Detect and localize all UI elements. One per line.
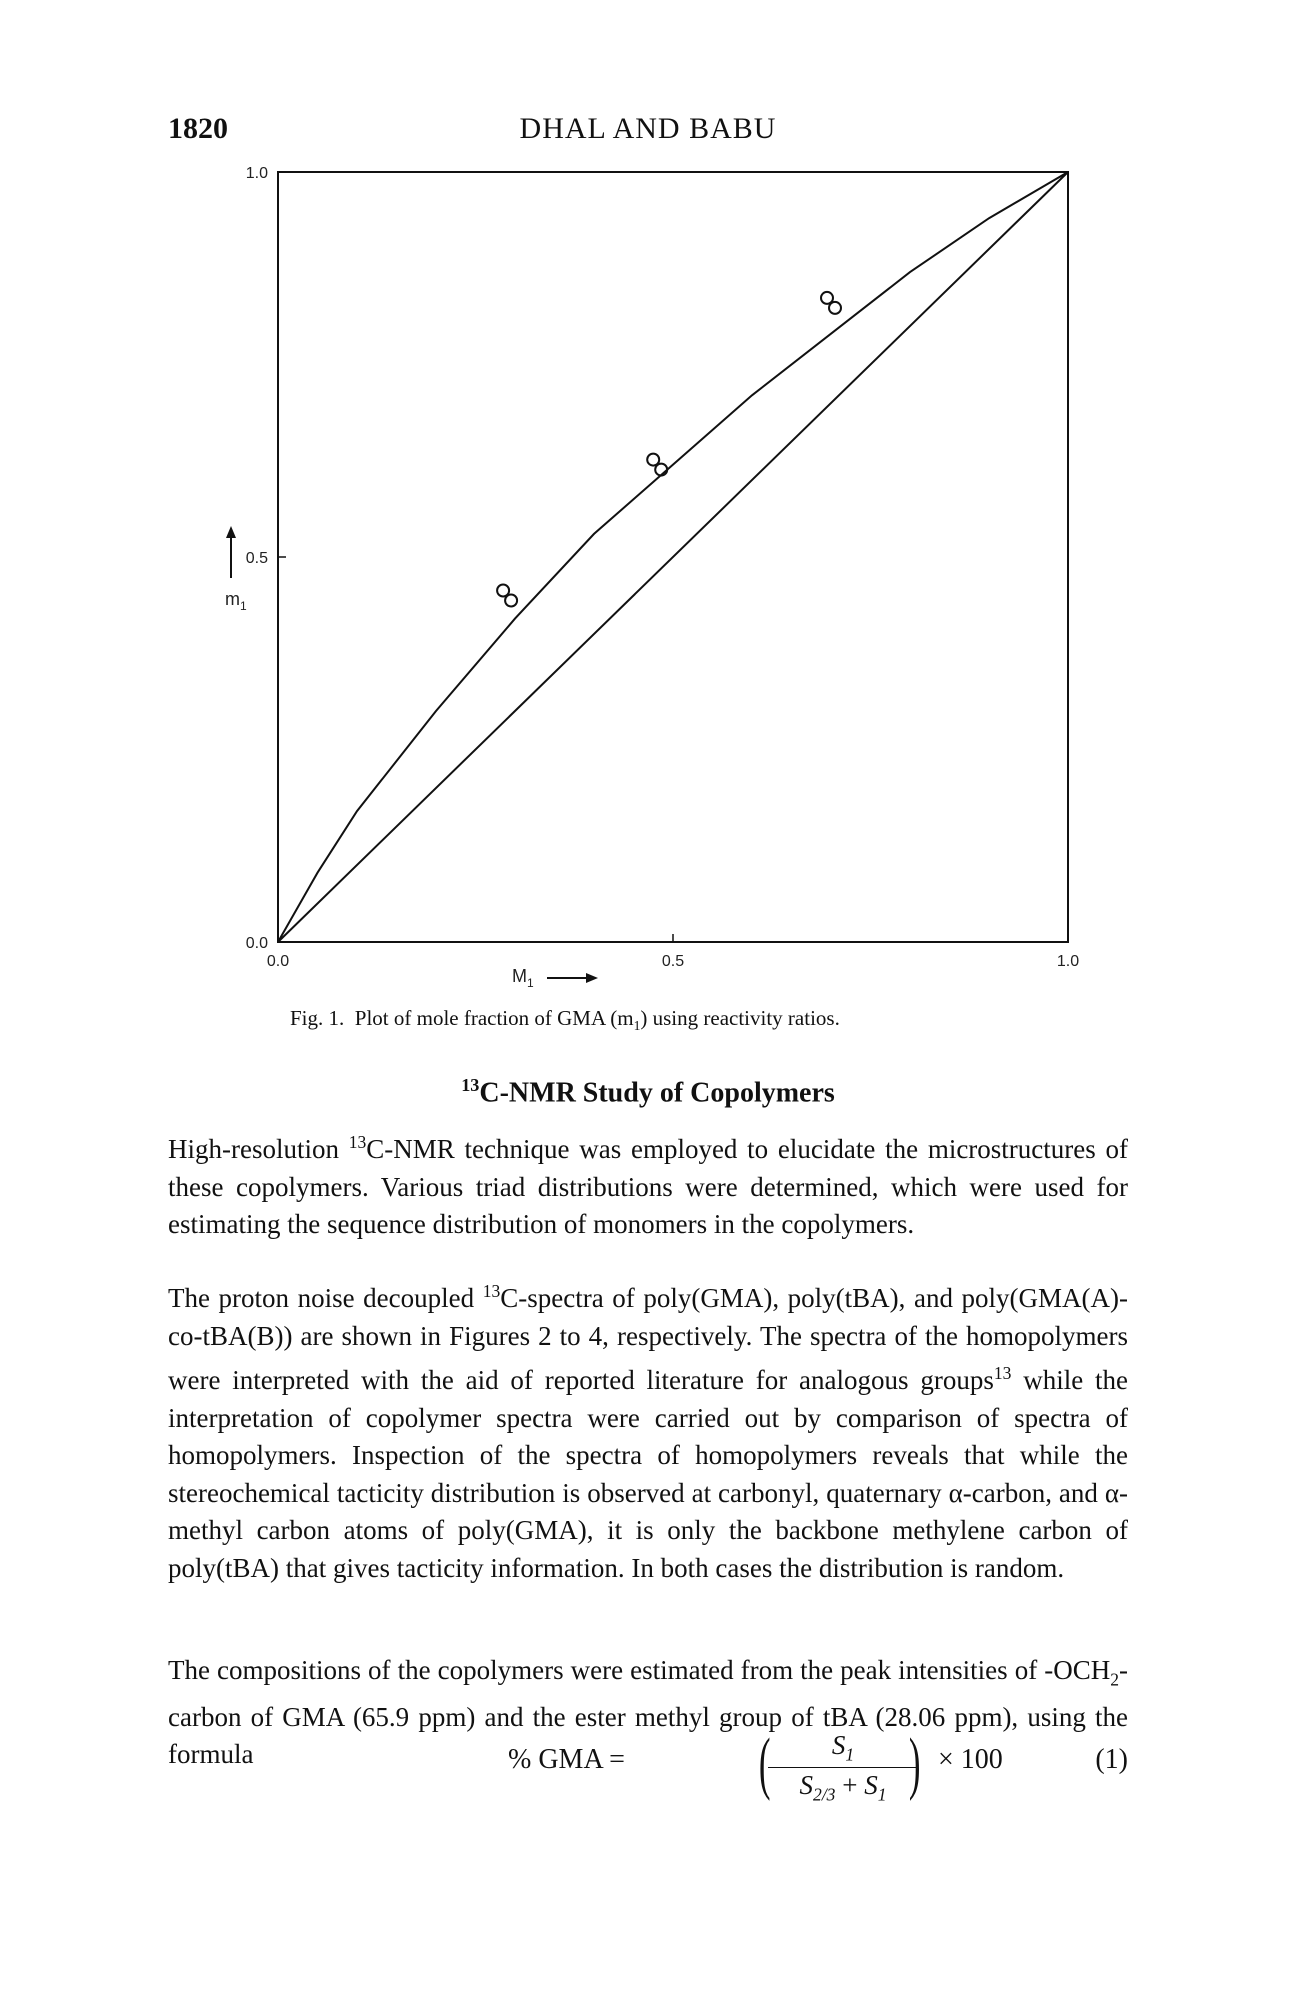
paragraph-2: The proton noise decoupled 13C-spectra o… (168, 1273, 1128, 1587)
den-plus: + (835, 1770, 865, 1801)
x-axis-arrowhead (586, 973, 598, 983)
data-point-marker-upper (820, 290, 834, 305)
den-a-sub: 2/3 (813, 1784, 836, 1805)
equation-left-paren: ( (758, 1725, 771, 1802)
x-tick-label: 1.0 (1057, 953, 1079, 970)
axis-labels: m1 M1 (225, 526, 598, 990)
equation-number: (1) (1095, 1744, 1128, 1775)
den-b-sub: 1 (877, 1784, 887, 1805)
section-title: C-NMR Study of Copolymers (479, 1077, 835, 1109)
paragraph-3: The compositions of the copolymers were … (168, 1652, 1128, 1774)
y-axis-arrowhead (226, 526, 236, 538)
p2-sup-1: 13 (482, 1281, 501, 1301)
p1-sup: 13 (348, 1132, 367, 1152)
y-axis-label: m1 (225, 589, 247, 613)
page-number: 1820 (168, 112, 228, 145)
x-tick-label: 0.0 (267, 953, 289, 970)
data-point-marker-lower (828, 300, 842, 315)
p3-sub: 2 (1110, 1669, 1119, 1690)
section-heading: 13C-NMR Study of Copolymers (168, 1075, 1128, 1109)
p1-text-a: High-resolution (168, 1134, 349, 1164)
figure-caption: Fig. 1. Plot of mole fraction of GMA (m1… (290, 1006, 1050, 1034)
caption-sub: 1 (633, 1018, 641, 1034)
data-point-marker-upper (646, 452, 661, 467)
equation-lhs: % GMA = (508, 1744, 625, 1775)
caption-text: Plot of mole fraction of GMA (m (354, 1006, 634, 1030)
running-head: DHAL AND BABU (519, 112, 777, 145)
den-b: S (864, 1770, 878, 1801)
equation-numerator: S1 (768, 1730, 918, 1769)
diagonal-line (277, 171, 1069, 943)
caption-tail: ) using reactivity ratios. (640, 1006, 840, 1030)
p2-text-b: C-spectra of poly(GMA), poly(tBA), and p… (168, 1283, 1128, 1395)
x-tick-label: 0.5 (662, 953, 684, 970)
y-tick-label: 1.0 (246, 165, 268, 182)
equation-right-paren: ) (908, 1725, 921, 1802)
y-tick-label: 0.5 (246, 550, 268, 567)
composition-curve (277, 171, 1069, 943)
equation-rhs: × 100 (938, 1744, 1003, 1775)
copolymer-composition-plot: 0.0 0.5 1.0 0.0 0.5 1.0 m1 M1 (225, 165, 1079, 990)
plot-series (277, 171, 1069, 943)
p2-sup-2: 13 (993, 1363, 1012, 1383)
figure-label: Fig. 1. (290, 1006, 345, 1030)
plot-points (496, 290, 842, 608)
paragraph-1: High-resolution 13C-NMR technique was em… (168, 1124, 1128, 1244)
data-point-marker-lower (654, 462, 669, 477)
p3-text-b: - carbon of GMA (65.9 ppm) and the ester… (168, 1655, 1128, 1770)
equation-fraction: S1 S2/3 + S1 (768, 1730, 918, 1806)
p3-text-a: The compositions of the copolymers were … (168, 1655, 1111, 1685)
p2-text-a: The proton noise decoupled (168, 1283, 483, 1313)
den-a: S (799, 1770, 814, 1801)
equation-denominator: S2/3 + S1 (768, 1768, 918, 1805)
data-point-marker-upper (496, 583, 511, 598)
equation-1: % GMA = ( S1 S2/3 + S1 ) × 100 (1) (168, 1725, 1128, 1810)
numerator-sub: 1 (845, 1744, 855, 1765)
y-tick-label: 0.0 (246, 935, 268, 952)
data-point-marker-lower (504, 593, 519, 608)
numerator-symbol: S (831, 1730, 846, 1760)
p2-text-c: while the interpretation of copolymer sp… (168, 1365, 1128, 1583)
section-sup: 13 (461, 1075, 480, 1095)
x-axis-label: M1 (512, 966, 534, 990)
page-header: 1820 DHAL AND BABU (168, 112, 1128, 152)
p1-text-b: C-NMR technique was employed to elucidat… (168, 1134, 1129, 1239)
